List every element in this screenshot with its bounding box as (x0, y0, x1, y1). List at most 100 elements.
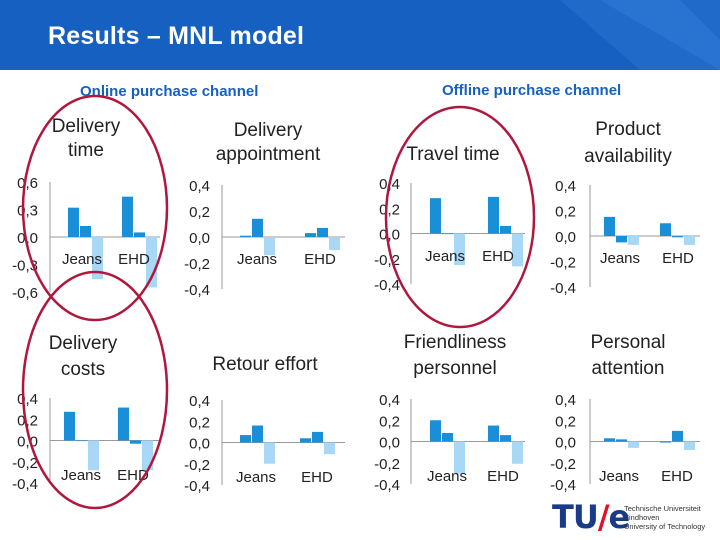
tick-label: 0,2 (555, 204, 576, 221)
tick-label: -0,2 (550, 255, 576, 272)
chart-title: Travel time (406, 144, 499, 165)
logo-mark: TU/e (552, 498, 630, 536)
bar (442, 433, 453, 442)
highlight-ellipse (21, 270, 169, 510)
category-label: EHD (487, 468, 519, 485)
bar (324, 442, 335, 455)
bar (488, 196, 499, 234)
tick-label: 0,2 (189, 414, 210, 431)
bar (500, 435, 511, 442)
tick-label: 0,2 (189, 204, 210, 221)
tick-label: -0,2 (374, 252, 400, 269)
bar (305, 233, 316, 237)
title-banner: Results – MNL model (0, 0, 720, 70)
bar (122, 196, 133, 237)
logo-text: Technische Universiteit Eindhoven Univer… (624, 504, 716, 531)
tick-label: 0,2 (379, 413, 400, 430)
tick-label: -0,4 (12, 476, 38, 493)
banner-decoration (560, 0, 720, 70)
tick-label: -0,2 (184, 457, 210, 474)
bar (312, 431, 323, 443)
bar (430, 198, 441, 234)
chart-title: appointment (216, 144, 321, 165)
category-label: EHD (661, 468, 693, 485)
bar (252, 425, 263, 443)
tick-label: -0,4 (184, 282, 210, 299)
tick-label: 0,4 (189, 393, 210, 410)
chart-title: Delivery (49, 333, 118, 354)
highlight-ellipse (384, 105, 536, 329)
tick-label: 0,4 (189, 178, 210, 195)
bar (64, 411, 75, 441)
logo-line-2: Eindhoven (624, 513, 660, 522)
banner-shape (600, 0, 720, 70)
category-label: Jeans (427, 468, 467, 485)
chart-title: Personal (591, 332, 666, 353)
bar (454, 233, 465, 266)
tick-label: -0,4 (374, 277, 400, 294)
logo-line-1: Technische Universiteit (624, 504, 701, 513)
chart-title: Friendliness (404, 332, 506, 353)
chart-title: time (68, 140, 104, 161)
tick-label: 0,0 (555, 435, 576, 452)
tick-label: -0,4 (550, 477, 576, 494)
bar (500, 225, 511, 234)
tick-label: 0,0 (189, 436, 210, 453)
tick-label: 0,4 (379, 392, 400, 409)
bar (488, 425, 499, 442)
bar (240, 435, 251, 443)
category-label: Jeans (425, 248, 465, 265)
tick-label: 0,4 (17, 391, 38, 408)
tick-label: -0,4 (184, 478, 210, 495)
banner-shape (560, 0, 720, 70)
chart-title: costs (61, 359, 105, 380)
bar (252, 218, 263, 237)
category-label: Jeans (599, 468, 639, 485)
bar (616, 236, 627, 243)
bar (329, 237, 340, 250)
chart-title: personnel (413, 358, 496, 379)
bar (134, 232, 145, 237)
bar (80, 226, 91, 237)
chart-title: Delivery (52, 116, 121, 137)
tick-label: 0,0 (17, 230, 38, 247)
logo-line-3: University of Technology (624, 522, 706, 531)
bar (512, 441, 523, 464)
bar (616, 439, 627, 442)
tick-label: 0,4 (555, 178, 576, 195)
tick-label: -0,4 (374, 477, 400, 494)
bar (628, 236, 639, 245)
online-channel-label: Online purchase channel (80, 83, 259, 100)
category-label: Jeans (600, 250, 640, 267)
bar (604, 438, 615, 442)
chart-title: Retour effort (212, 354, 318, 375)
bar (604, 216, 615, 236)
tick-label: 0,0 (379, 227, 400, 244)
tick-label: 0,2 (17, 412, 38, 429)
category-label: EHD (118, 251, 150, 268)
chart-title: Product (595, 119, 661, 140)
category-label: EHD (482, 248, 514, 265)
bar (672, 236, 683, 238)
category-label: EHD (301, 469, 333, 486)
bar (660, 441, 671, 443)
category-label: EHD (662, 250, 694, 267)
bar (317, 227, 328, 237)
tick-label: -0,2 (374, 456, 400, 473)
tick-label: 0,0 (379, 435, 400, 452)
tick-label: -0,4 (550, 280, 576, 297)
bar (628, 441, 639, 448)
chart-title: Delivery (234, 120, 303, 141)
bar (660, 223, 671, 236)
bar (430, 420, 441, 442)
bar (264, 442, 275, 464)
category-label: EHD (304, 251, 336, 268)
bar (672, 430, 683, 442)
slide-title: Results – MNL model (48, 22, 305, 50)
bar (264, 237, 275, 256)
tick-label: 0,2 (379, 201, 400, 218)
bar (300, 438, 311, 443)
bar (118, 407, 129, 441)
tick-label: -0,2 (12, 455, 38, 472)
